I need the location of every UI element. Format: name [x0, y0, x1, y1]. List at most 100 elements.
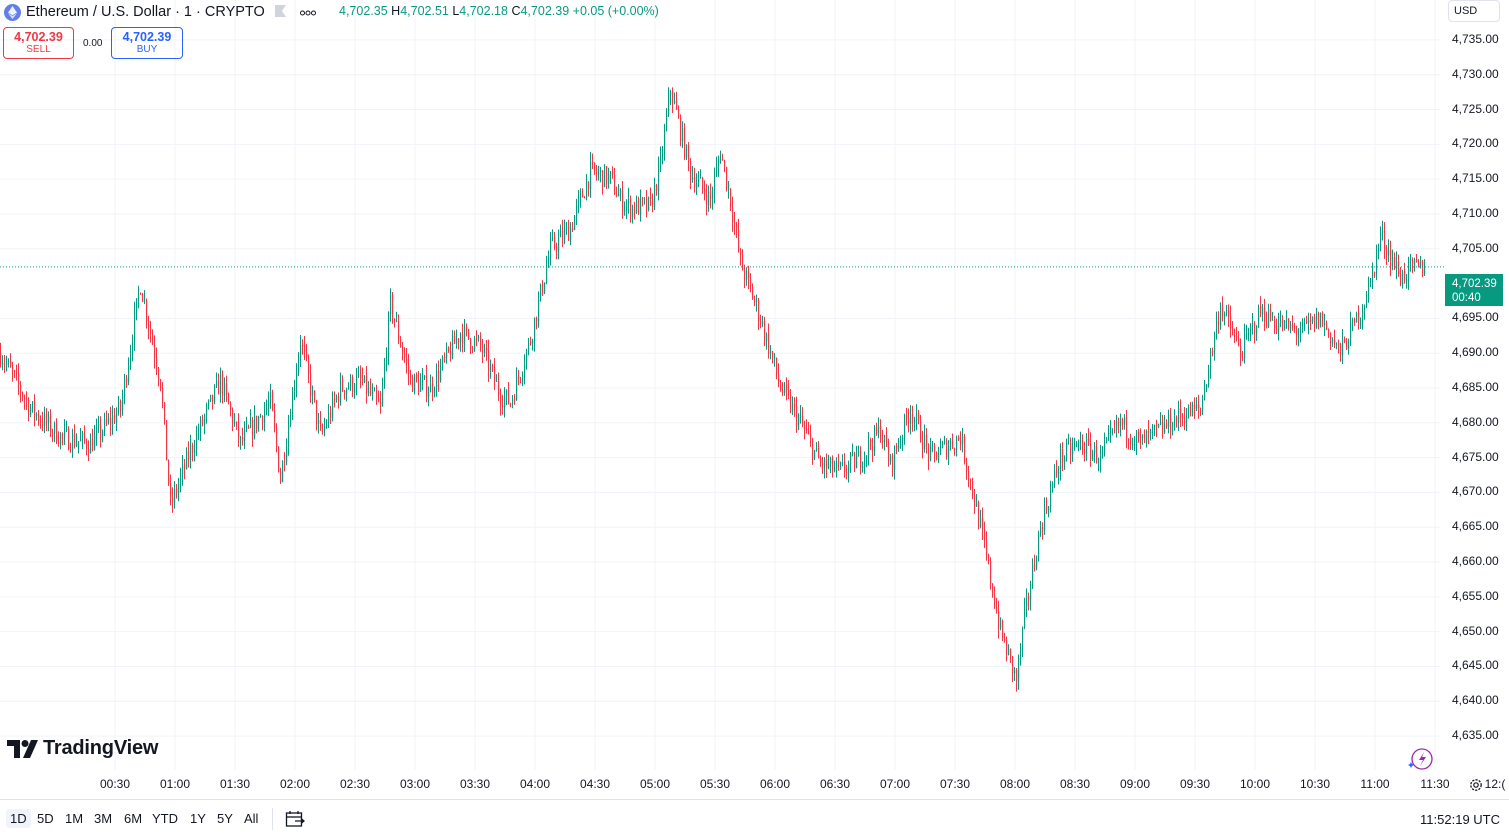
- candle-body: [1322, 312, 1324, 326]
- candle-body: [1404, 270, 1406, 281]
- range-button-all[interactable]: All: [244, 811, 259, 826]
- candle-body: [358, 373, 360, 377]
- candle-body: [1052, 483, 1054, 490]
- candle-body: [234, 422, 236, 425]
- candle-body: [1326, 322, 1328, 330]
- candle-body: [960, 439, 962, 445]
- candle-body: [106, 418, 108, 423]
- candle-body: [1390, 249, 1392, 266]
- candle-body: [684, 127, 686, 158]
- range-button-5y[interactable]: 5Y: [217, 811, 233, 826]
- candle-body: [518, 376, 520, 379]
- candle-body: [588, 181, 590, 189]
- candle-body: [568, 226, 570, 241]
- candle-body: [1278, 323, 1280, 331]
- candle-body: [498, 380, 500, 395]
- more-icon[interactable]: [299, 5, 316, 19]
- candle-body: [370, 387, 372, 395]
- candle-body: [624, 208, 626, 212]
- tradingview-logo[interactable]: TradingView: [7, 737, 158, 760]
- candle-body: [364, 375, 366, 383]
- candle-body: [1154, 424, 1156, 428]
- range-button-1y[interactable]: 1Y: [190, 811, 206, 826]
- flag-icon[interactable]: [274, 4, 286, 20]
- candle-body: [1142, 434, 1144, 439]
- candle-body: [1264, 307, 1266, 322]
- candle-body: [840, 463, 842, 465]
- candle-body: [850, 454, 852, 464]
- candle-body: [1164, 423, 1166, 433]
- candle-body: [1212, 350, 1214, 352]
- range-button-5d[interactable]: 5D: [37, 811, 54, 826]
- candle-body: [1424, 266, 1426, 275]
- candle-body: [1294, 326, 1296, 330]
- candle-body: [1304, 320, 1306, 322]
- range-button-ytd[interactable]: YTD: [152, 811, 178, 826]
- symbol-title[interactable]: Ethereum / U.S. Dollar · 1 · CRYPTO: [26, 4, 265, 20]
- candle-body: [730, 188, 732, 207]
- candle-body: [378, 398, 380, 402]
- candle-body: [822, 463, 824, 469]
- range-button-3m[interactable]: 3M: [94, 811, 113, 826]
- low-value: 4,702.18: [459, 4, 508, 18]
- buy-button[interactable]: 4,702.39 BUY: [111, 27, 183, 59]
- candle-body: [1396, 261, 1398, 269]
- candle-body: [1208, 370, 1210, 385]
- candle-body: [628, 198, 630, 204]
- range-button-1d[interactable]: 1D: [6, 809, 31, 828]
- price-axis-label: 4,705.00: [1452, 240, 1499, 255]
- settings-icon[interactable]: [1469, 778, 1483, 795]
- candle-body: [1240, 346, 1242, 358]
- candle-body: [14, 371, 16, 373]
- candle-body: [480, 336, 482, 346]
- calendar-range-icon[interactable]: [285, 810, 306, 833]
- candle-body: [394, 318, 396, 322]
- candle-body: [428, 392, 430, 397]
- candle-body: [504, 396, 506, 408]
- candle-body: [34, 401, 36, 417]
- candle-body: [10, 360, 12, 368]
- candle-body: [340, 379, 342, 402]
- candle-body: [622, 190, 624, 212]
- candle-body: [314, 390, 316, 401]
- candle-body: [558, 237, 560, 251]
- candle-body: [372, 390, 374, 395]
- candle-body: [44, 413, 46, 426]
- candle-body: [874, 427, 876, 451]
- range-button-6m[interactable]: 6M: [124, 811, 143, 826]
- candles-group: [0, 87, 1426, 692]
- candle-body: [1402, 270, 1404, 285]
- candle-body: [538, 298, 540, 322]
- currency-button[interactable]: USD: [1448, 0, 1500, 22]
- candle-body: [1174, 417, 1176, 430]
- candle-body: [276, 427, 278, 447]
- candle-body: [338, 396, 340, 402]
- price-axis-label: 4,720.00: [1452, 136, 1499, 151]
- candle-body: [734, 222, 736, 225]
- candle-body: [612, 171, 614, 176]
- candle-body: [870, 439, 872, 447]
- sparkle-icon[interactable]: [1408, 747, 1434, 776]
- candle-body: [28, 400, 30, 416]
- countdown-value: 00:40: [1452, 292, 1481, 304]
- candle-body: [858, 450, 860, 457]
- range-button-1m[interactable]: 1M: [65, 811, 84, 826]
- symbol-header[interactable]: Ethereum / U.S. Dollar · 1 · CRYPTO: [0, 0, 316, 24]
- candle-body: [1132, 444, 1134, 446]
- candle-body: [350, 376, 352, 388]
- candle-body: [152, 334, 154, 345]
- candle-body: [1094, 446, 1096, 454]
- price-axis-label: 4,665.00: [1452, 519, 1499, 534]
- candle-body: [1096, 446, 1098, 463]
- price-axis-label: 4,655.00: [1452, 588, 1499, 603]
- candle-body: [250, 419, 252, 428]
- sell-button[interactable]: 4,702.39 SELL: [3, 27, 74, 59]
- candle-body: [298, 357, 300, 373]
- candle-body: [202, 419, 204, 425]
- candle-body: [424, 375, 426, 378]
- utc-clock[interactable]: 11:52:19 UTC: [1420, 812, 1500, 827]
- candle-body: [758, 300, 760, 322]
- candle-body: [1098, 462, 1100, 464]
- candle-body: [138, 293, 140, 299]
